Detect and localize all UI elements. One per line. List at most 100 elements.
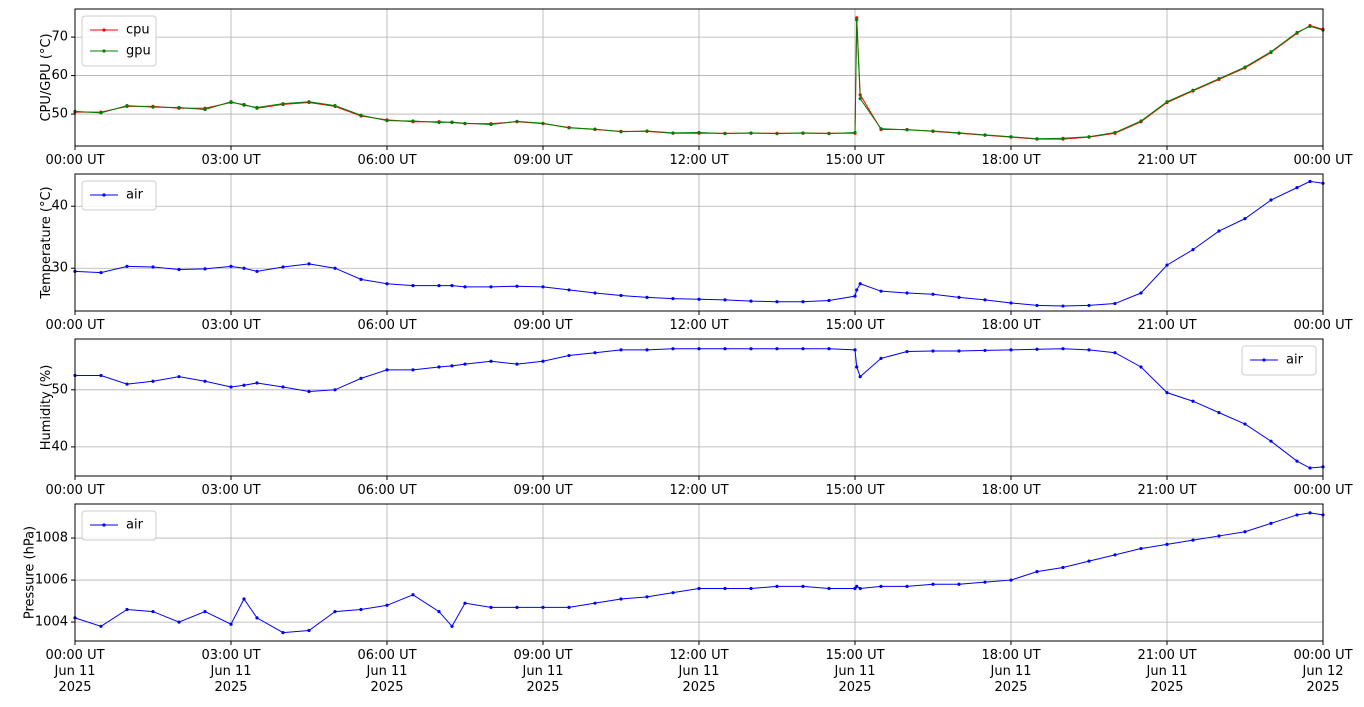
series-marker	[567, 288, 571, 292]
x-tick-label: 09:00 UT Jun 11 2025	[513, 648, 573, 695]
x-tick-label: 09:00 UT	[513, 318, 573, 333]
series-line	[75, 348, 1324, 469]
series-marker	[723, 298, 727, 302]
series-marker	[203, 609, 207, 614]
series-marker	[1113, 130, 1117, 135]
series-marker	[593, 601, 597, 605]
legend-box	[81, 15, 157, 67]
series-marker	[671, 131, 675, 135]
series-marker	[255, 269, 259, 273]
series-marker	[827, 298, 831, 303]
series-marker	[242, 103, 246, 107]
series-marker	[229, 100, 233, 104]
x-tick-label: 12:00 UT	[669, 318, 729, 333]
series-marker	[1243, 217, 1247, 221]
series-marker	[723, 347, 727, 351]
legend-label: air	[126, 188, 144, 203]
series-marker	[450, 283, 454, 288]
series-marker	[749, 586, 753, 591]
legend-label: gpu	[126, 44, 151, 59]
series-marker	[1113, 553, 1117, 557]
series-marker	[255, 381, 259, 385]
series-marker	[853, 294, 857, 298]
series-marker	[177, 375, 181, 379]
series-marker	[775, 132, 779, 136]
series-marker	[411, 119, 415, 123]
series-marker	[905, 291, 909, 295]
series-marker	[99, 373, 103, 378]
series-marker	[411, 368, 415, 372]
series-marker	[281, 102, 285, 106]
series-marker	[463, 362, 467, 366]
series-marker	[671, 347, 675, 351]
x-tick-label: 18:00 UT	[981, 318, 1041, 333]
series-marker	[541, 121, 545, 125]
series-marker	[697, 130, 701, 135]
plot-frame	[74, 503, 1324, 642]
legend-marker	[102, 49, 106, 53]
series-marker	[333, 103, 337, 108]
series-marker	[1113, 301, 1117, 306]
series-marker	[177, 105, 181, 110]
series-marker	[593, 127, 597, 131]
series-marker	[619, 597, 623, 601]
series-marker	[1191, 248, 1195, 252]
legend-label: air	[126, 518, 144, 533]
legend-marker	[102, 193, 106, 197]
series-marker	[151, 379, 155, 383]
series-marker	[855, 18, 859, 22]
series-marker	[125, 264, 129, 268]
series-marker	[905, 128, 909, 132]
series-marker	[1061, 136, 1065, 140]
series-marker	[151, 265, 155, 269]
series-marker	[801, 584, 805, 588]
series-marker	[1217, 534, 1221, 538]
series-marker	[983, 348, 987, 353]
series-marker	[645, 595, 649, 599]
series-marker	[255, 616, 259, 620]
x-tick-label: 00:00 UT Jun 12 2025	[1293, 648, 1353, 695]
series-line	[74, 180, 1324, 307]
series-marker	[450, 364, 454, 368]
series-marker	[723, 586, 727, 591]
series-marker	[853, 130, 857, 135]
x-tick-label: 03:00 UT	[201, 483, 261, 498]
x-tick-label: 18:00 UT	[981, 153, 1041, 168]
series-marker	[1217, 77, 1221, 81]
x-tick-label: 18:00 UT Jun 11 2025	[981, 648, 1041, 695]
series-marker	[203, 107, 207, 112]
series-marker	[1139, 291, 1143, 295]
x-tick-label: 15:00 UT Jun 11 2025	[825, 648, 885, 695]
x-tick-label: 03:00 UT Jun 11 2025	[201, 648, 261, 695]
series-marker	[450, 120, 454, 124]
series-marker	[1243, 530, 1247, 534]
series-marker	[333, 609, 337, 614]
plot-frame	[74, 338, 1324, 477]
series-marker	[697, 297, 701, 301]
series-marker	[1035, 347, 1039, 351]
series-marker	[775, 300, 779, 304]
series-marker	[489, 285, 493, 289]
series-marker	[855, 584, 859, 588]
series-marker	[463, 601, 467, 605]
legend-box	[1241, 345, 1317, 376]
series-line	[74, 512, 1324, 634]
series-marker	[1269, 198, 1273, 202]
y-tick-label: 60	[51, 68, 68, 83]
series-marker	[1243, 422, 1247, 426]
series-marker	[1295, 30, 1299, 35]
series-marker	[1139, 365, 1143, 369]
plot-frame	[74, 173, 1324, 312]
series-marker	[307, 262, 311, 266]
series-marker	[1165, 542, 1169, 546]
y-tick-label: 70	[51, 30, 68, 45]
x-tick-label: 06:00 UT Jun 11 2025	[357, 648, 417, 695]
series-marker	[359, 607, 363, 612]
series-marker	[385, 603, 389, 607]
series-marker	[1087, 135, 1091, 139]
series-marker	[957, 349, 961, 353]
x-tick-label: 06:00 UT	[357, 153, 417, 168]
series-marker	[281, 385, 285, 389]
